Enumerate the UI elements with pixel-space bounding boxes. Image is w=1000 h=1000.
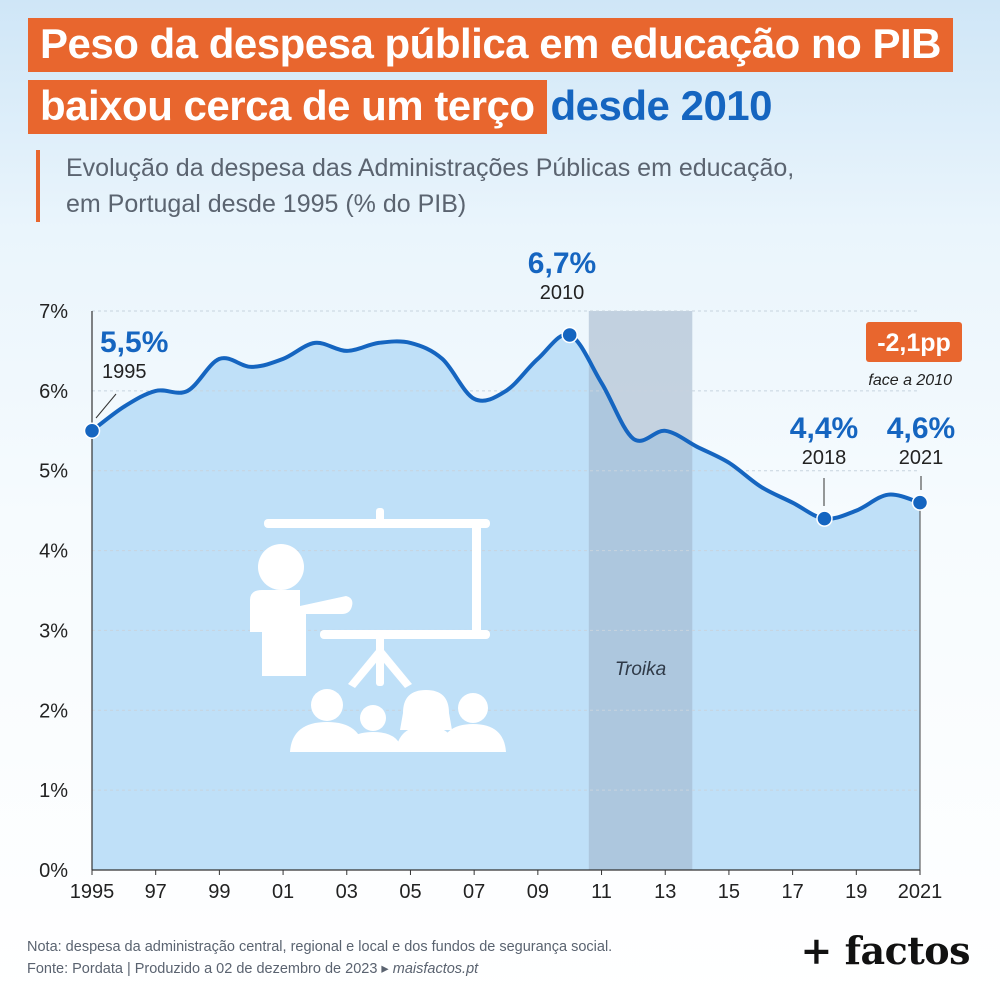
title-line-1: Peso da despesa pública em educação no P…	[28, 18, 953, 72]
title-line-2: baixou cerca de um terço	[28, 80, 547, 134]
series-line	[90, 332, 922, 521]
x-tick-label: 01	[272, 881, 294, 903]
year-label: 1995	[102, 361, 147, 383]
footer-note: Nota: despesa da administração central, …	[27, 939, 613, 955]
troika-band	[588, 311, 693, 870]
y-tick-label: 3%	[39, 620, 68, 642]
x-tick-label: 13	[654, 881, 676, 903]
x-tick-label: 1995	[70, 881, 115, 903]
highlight-point	[561, 326, 578, 344]
teacher-presentation-icon	[250, 508, 506, 752]
highlight-point	[83, 422, 101, 440]
y-tick-label: 0%	[39, 860, 68, 882]
troika-label: Troika	[615, 659, 666, 680]
year-label: 2010	[540, 282, 585, 304]
y-tick-label: 2%	[39, 700, 68, 722]
year-label: 2021	[899, 447, 944, 469]
x-tick-label: 15	[718, 881, 740, 903]
label-leader	[95, 393, 117, 419]
footer: Nota: despesa da administração central, …	[27, 936, 612, 980]
year-label: 2018	[802, 447, 847, 469]
subtitle-line-2: em Portugal desde 1995 (% do PIB)	[66, 190, 467, 218]
x-tick-label: 19	[845, 881, 867, 903]
x-tick-label: 03	[336, 881, 358, 903]
x-tick-label: 07	[463, 881, 485, 903]
subtitle: Evolução da despesa das Administrações P…	[36, 150, 886, 222]
x-tick-label: 97	[145, 881, 167, 903]
brand-logo: + factos	[800, 928, 971, 973]
value-label: 4,4%	[790, 412, 858, 445]
change-badge-note: face a 2010	[868, 372, 952, 389]
footer-source-text: Fonte: Pordata | Produzido a 02 de dezem…	[27, 961, 378, 977]
x-tick-label: 05	[399, 881, 421, 903]
highlight-point	[911, 494, 929, 511]
subtitle-line-1: Evolução da despesa das Administrações P…	[66, 154, 795, 182]
x-tick-label: 11	[591, 881, 612, 903]
x-tick-label: 09	[527, 881, 549, 903]
x-tick-label: 17	[781, 881, 803, 903]
x-tick-label: 2021	[898, 881, 943, 903]
value-label: 4,6%	[887, 412, 955, 445]
value-label: 6,7%	[528, 247, 596, 280]
footer-source: Fonte: Pordata | Produzido a 02 de dezem…	[27, 961, 479, 977]
y-tick-label: 1%	[39, 780, 68, 802]
change-badge-value: -2,1pp	[877, 329, 951, 357]
change-badge	[866, 322, 962, 362]
x-tick-label: 99	[208, 881, 230, 903]
y-tick-label: 5%	[39, 461, 68, 483]
title: Peso da despesa pública em educação no P…	[28, 18, 953, 142]
title-highlight: desde 2010	[550, 82, 773, 129]
highlight-point	[816, 510, 833, 527]
y-tick-label: 4%	[39, 541, 68, 563]
y-tick-label: 6%	[39, 381, 68, 403]
y-tick-label: 7%	[39, 301, 68, 323]
footer-site-link[interactable]: maisfactos.pt	[392, 961, 479, 977]
value-label: 5,5%	[100, 326, 168, 359]
